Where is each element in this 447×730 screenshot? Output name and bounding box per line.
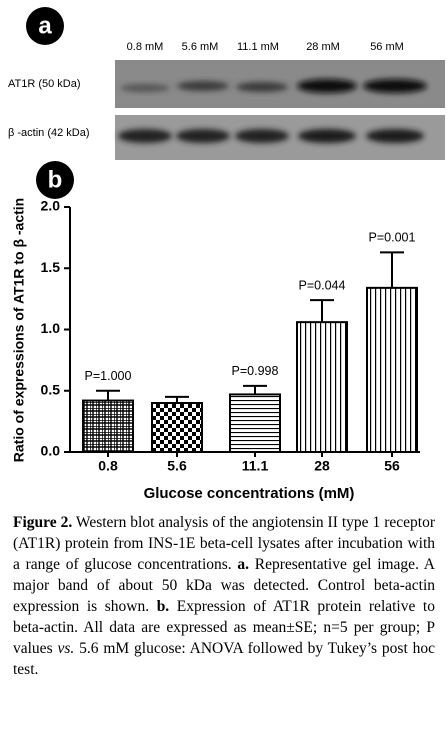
p-value: P=1.000 bbox=[85, 369, 132, 383]
x-axis-label: Glucose concentrations (mM) bbox=[144, 485, 355, 502]
x-tick-label: 0.8 bbox=[98, 458, 118, 474]
figure: a b Glucose concentrations (mM) Ratio of… bbox=[8, 7, 445, 502]
row-label: AT1R (50 kDa) bbox=[8, 78, 81, 90]
bar bbox=[82, 399, 134, 453]
bar bbox=[366, 286, 418, 453]
caption-text: Western blot analysis of the angiotensin… bbox=[13, 514, 435, 573]
panel-badge bbox=[36, 161, 74, 199]
x-tick-label: 28 bbox=[314, 458, 330, 474]
y-tick-label: 1.0 bbox=[41, 320, 61, 336]
bar bbox=[151, 402, 203, 453]
panel-label: a bbox=[38, 12, 52, 39]
caption-label: a. bbox=[237, 556, 250, 573]
error-bar bbox=[310, 299, 334, 323]
caption-text: vs. bbox=[57, 640, 75, 657]
y-axis-label: Ratio of expressions of AT1R to β -actin bbox=[11, 198, 27, 462]
p-value: P=0.998 bbox=[232, 364, 279, 378]
panel-badge bbox=[26, 7, 64, 45]
x-tick-label: 11.1 bbox=[242, 458, 269, 474]
bar bbox=[296, 321, 348, 453]
caption-text: 5.6 mM glucose: ANOVA followed by Tukey’… bbox=[13, 640, 435, 678]
error-bar bbox=[96, 389, 120, 401]
caption-label: b. bbox=[156, 598, 170, 615]
bar bbox=[229, 393, 281, 453]
lane-label: 28 mM bbox=[306, 41, 340, 53]
caption: Figure 2. Western blot analysis of the a… bbox=[13, 512, 435, 680]
error-bar bbox=[165, 395, 189, 403]
p-value: P=0.001 bbox=[369, 231, 416, 245]
error-bar bbox=[243, 384, 267, 395]
x-tick-label: 5.6 bbox=[167, 458, 187, 474]
row-label: β -actin (42 kDa) bbox=[8, 127, 90, 139]
y-tick-label: 2.0 bbox=[41, 198, 61, 214]
x-tick-label: 56 bbox=[384, 458, 400, 474]
lane-label: 11.1 mM bbox=[237, 41, 279, 53]
lane-label: 0.8 mM bbox=[127, 41, 164, 53]
blot bbox=[115, 60, 445, 160]
panel-label: b bbox=[48, 166, 63, 193]
caption-text: Expression of AT1R protein relative to b… bbox=[13, 598, 435, 657]
caption-text: Representative gel image. A major band o… bbox=[13, 556, 435, 615]
y-tick-label: 0.0 bbox=[41, 443, 61, 459]
y-tick-label: 0.5 bbox=[41, 381, 61, 397]
error-bar bbox=[380, 251, 404, 288]
lane-label: 56 mM bbox=[370, 41, 404, 53]
y-tick-label: 1.5 bbox=[41, 259, 61, 275]
lane-label: 5.6 mM bbox=[182, 41, 219, 53]
p-value: P=0.044 bbox=[299, 278, 346, 292]
caption-label: Figure 2. bbox=[13, 514, 73, 531]
